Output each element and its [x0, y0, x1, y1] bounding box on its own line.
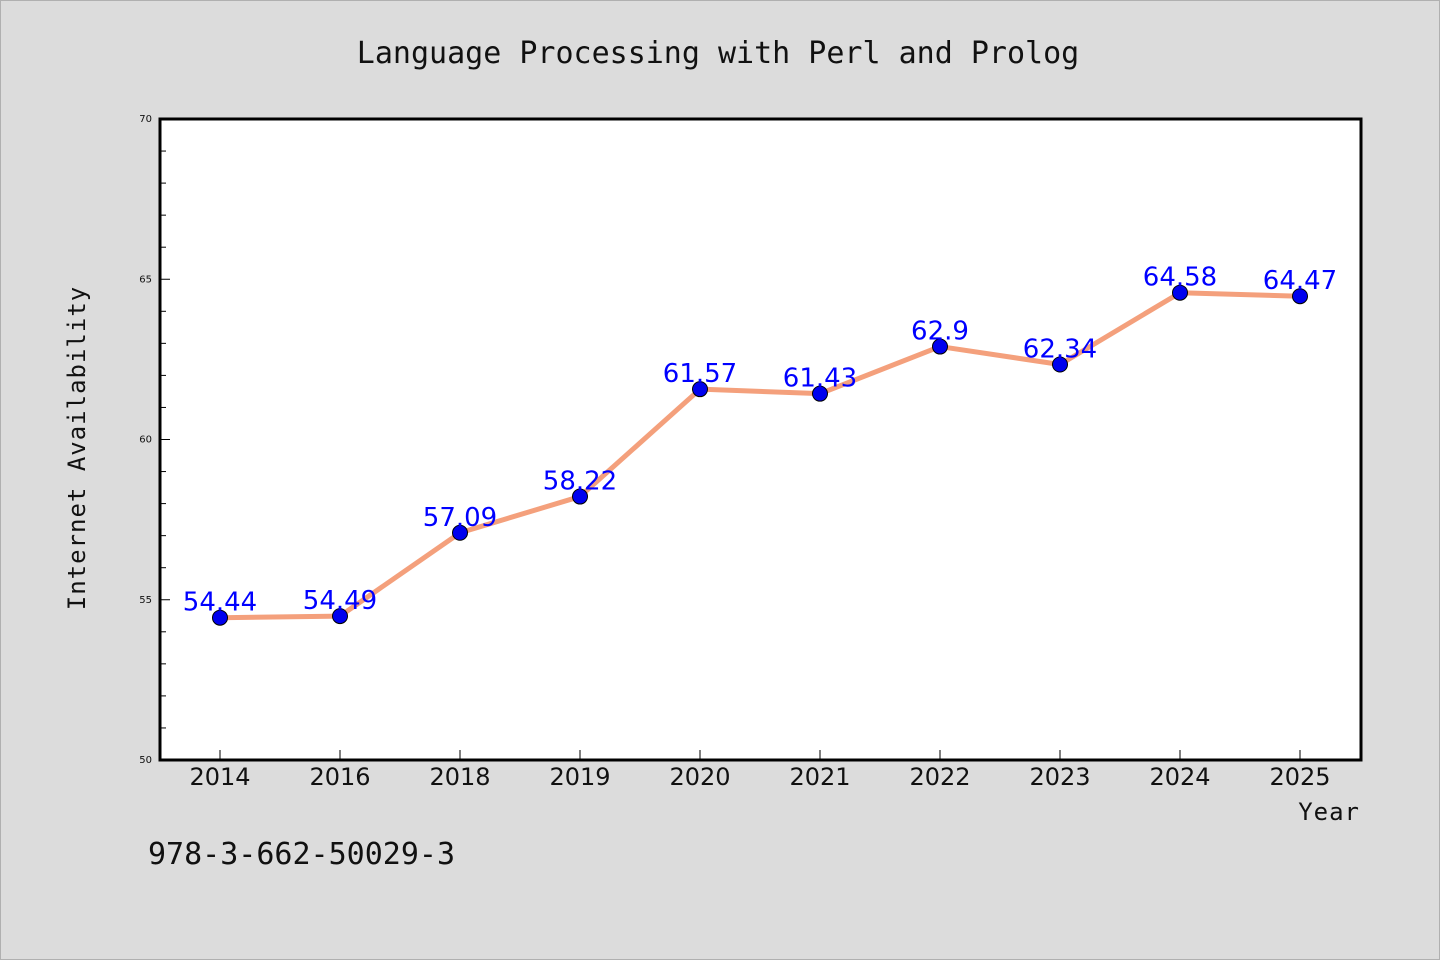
y-axis-label: Internet Availability	[63, 286, 91, 610]
data-labels: 54.44 54.49 57.09 58.22 61.57 61.43 62.9 62.34 6…	[183, 263, 1337, 618]
isbn-text: 978-3-662-50029-3	[148, 837, 455, 872]
data-label: 57.09	[423, 503, 497, 533]
series-line	[217, 290, 1303, 621]
data-point	[812, 385, 828, 402]
x-tick-label: 2014	[189, 763, 250, 791]
data-point	[332, 608, 348, 625]
data-point	[1052, 356, 1068, 373]
y-tick-label: 55	[139, 595, 152, 606]
y-axis: 50 55 60 65 70	[139, 114, 170, 766]
x-tick-label: 2018	[429, 763, 490, 791]
y-tick-label: 65	[139, 274, 152, 285]
data-label: 64.58	[1143, 263, 1217, 293]
x-tick-label: 2025	[1269, 763, 1330, 791]
data-point	[572, 488, 588, 505]
data-label: 61.57	[663, 359, 737, 389]
y-tick-label: 60	[139, 435, 152, 446]
series-polyline	[217, 290, 1303, 621]
x-tick-label: 2021	[789, 763, 850, 791]
data-label: 62.9	[911, 317, 969, 347]
data-label: 58.22	[543, 467, 617, 497]
x-tick-label: 2023	[1029, 763, 1090, 791]
data-point	[1172, 284, 1188, 301]
data-point	[1292, 288, 1308, 305]
data-label: 54.44	[183, 588, 257, 618]
data-label: 61.43	[783, 364, 857, 394]
x-tick-label: 2022	[909, 763, 970, 791]
x-tick-label: 2019	[549, 763, 610, 791]
data-point	[212, 609, 228, 626]
x-axis-label: Year	[1298, 798, 1360, 826]
data-point	[932, 338, 948, 355]
data-markers	[212, 284, 1308, 626]
x-axis: 2014 2016 2018 2019 2020 2021 2022 2023 2024 2025	[189, 750, 1331, 791]
x-tick-label: 2016	[309, 763, 370, 791]
data-label: 62.34	[1023, 335, 1097, 365]
chart-title: Language Processing with Perl and Prolog	[357, 36, 1079, 71]
plot-area	[158, 117, 1363, 762]
y-tick-label: 50	[139, 755, 152, 766]
data-label: 54.49	[303, 586, 377, 616]
data-point	[692, 381, 708, 398]
x-tick-label: 2024	[1149, 763, 1210, 791]
x-tick-label: 2020	[669, 763, 730, 791]
data-point	[452, 524, 468, 541]
data-label: 64.47	[1263, 266, 1337, 296]
y-tick-label: 70	[139, 114, 152, 125]
